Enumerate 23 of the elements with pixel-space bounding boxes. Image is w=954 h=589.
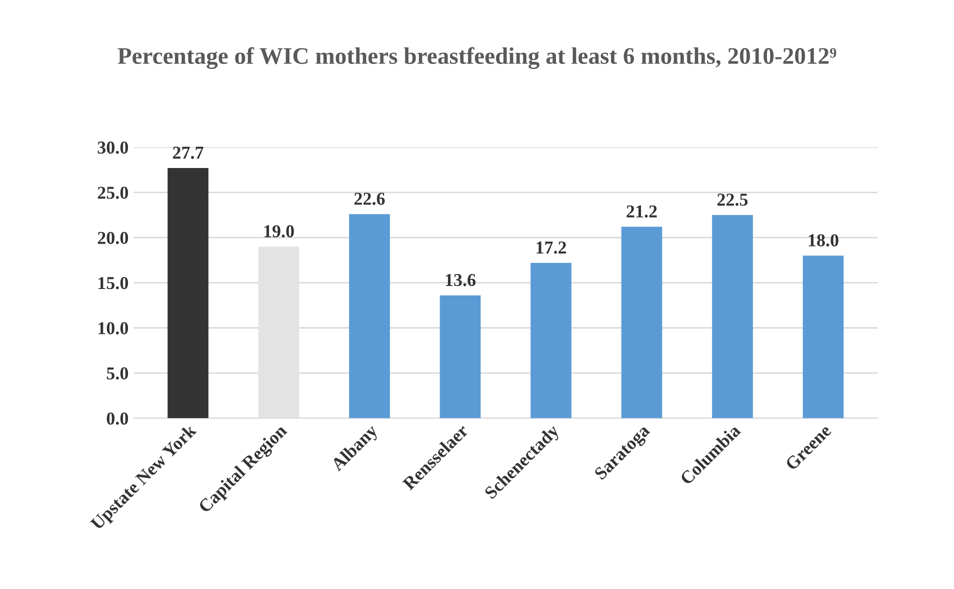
chart-title: Percentage of WIC mothers breastfeeding at least 6 months, 2010-2012⁹ [118,47,836,69]
data-label: 22.6 [354,192,385,205]
bar [621,226,662,418]
bar [712,214,753,418]
y-tick-label: 5.0 [106,367,128,380]
data-label: 27.7 [172,146,204,159]
y-tick-label: 0.0 [106,412,128,425]
y-tick-label: 30.0 [98,142,128,154]
data-label: 21.2 [626,205,657,218]
bar [440,295,481,418]
bar [530,262,572,418]
bar [349,214,390,418]
data-label: 13.6 [446,274,476,286]
y-tick-label: 10.0 [98,322,128,334]
bar [168,168,208,418]
y-tick-label: 25.0 [98,186,128,199]
data-label: 17.2 [536,241,566,254]
bar [802,256,844,418]
data-label: 19.0 [264,225,294,238]
data-label: 22.5 [717,194,748,206]
y-tick-label: 15.0 [98,276,128,290]
y-tick-label: 20.0 [98,232,128,244]
data-label: 18.0 [808,234,838,246]
